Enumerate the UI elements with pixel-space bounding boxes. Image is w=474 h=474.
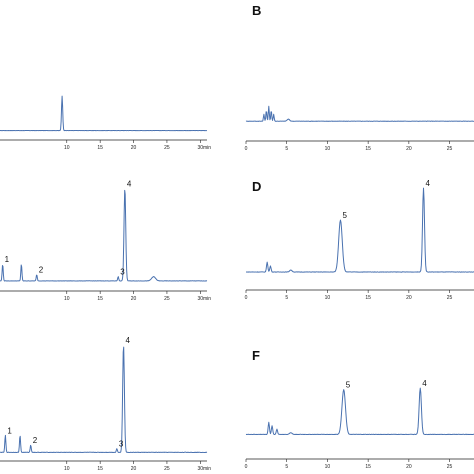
chromatogram-panel-c: 10 15 20 25 30 min 1 2 3 4 [0,180,211,302]
peak-label: 2 [33,436,38,445]
x-tick-label: 15 [365,464,371,470]
chromatogram-panel-f: F 0 5 10 15 20 25 5 4 [245,348,474,470]
x-tick-label: 15 [365,295,371,301]
chromatogram-trace [245,187,474,273]
x-unit-label: min [203,466,211,472]
x-tick-label: 15 [365,146,371,152]
x-tick-label: 25 [164,466,170,472]
chromatogram-trace [0,189,208,282]
chromatogram-panel-a: 10 15 20 25 30 min [0,95,211,151]
x-tick-label: 5 [285,295,288,301]
x-tick-label: 30 [198,145,204,151]
chromatogram-trace [245,387,474,436]
peak-label: 1 [5,255,10,264]
x-tick-label: 20 [406,295,412,301]
x-unit-label: min [203,145,211,151]
chromatogram-trace [245,105,474,122]
x-tick-label: 10 [325,295,331,301]
x-tick-label: 25 [447,146,453,152]
chromatogram-panel-b: B 0 5 10 15 20 25 [245,3,474,152]
x-tick-label: 0 [245,295,248,301]
x-tick-label: 10 [325,464,331,470]
chromatogram-panel-d: D 0 5 10 15 20 25 5 4 [245,179,474,301]
x-tick-label: 0 [245,146,248,152]
peak-label: 5 [342,211,347,220]
x-tick-label: 30 [198,466,204,472]
x-tick-label: 15 [97,466,103,472]
x-tick-label: 20 [406,146,412,152]
peak-label: 2 [39,266,44,275]
peak-label: 3 [120,268,125,277]
peak-label: 1 [7,426,12,435]
x-tick-label: 20 [131,466,137,472]
chromatogram-trace [0,95,208,132]
peak-label: 4 [426,179,431,188]
x-tick-label: 20 [406,464,412,470]
x-tick-label: 25 [164,296,170,302]
x-tick-label: 10 [325,146,331,152]
x-tick-label: 20 [131,145,137,151]
x-tick-label: 25 [164,145,170,151]
peak-label: 3 [119,440,124,449]
peak-label: 4 [422,379,427,388]
x-tick-label: 15 [97,145,103,151]
peak-label: 5 [346,381,351,390]
x-tick-label: 5 [285,464,288,470]
panel-label: F [252,348,260,363]
x-tick-label: 0 [245,464,248,470]
x-tick-label: 10 [64,145,70,151]
x-tick-label: 10 [64,296,70,302]
x-tick-label: 30 [198,296,204,302]
peak-label: 4 [127,180,132,189]
x-tick-label: 5 [285,146,288,152]
x-tick-label: 15 [97,296,103,302]
chromatogram-trace [0,346,208,454]
x-tick-label: 25 [447,464,453,470]
x-unit-label: min [203,296,211,302]
panel-label: B [252,3,261,18]
x-tick-label: 10 [64,466,70,472]
chromatogram-panel-e: 10 15 20 25 30 min 1 2 3 4 [0,336,211,472]
panel-label: D [252,179,261,194]
peak-label: 4 [126,336,131,345]
x-tick-label: 25 [447,295,453,301]
x-tick-label: 20 [131,296,137,302]
